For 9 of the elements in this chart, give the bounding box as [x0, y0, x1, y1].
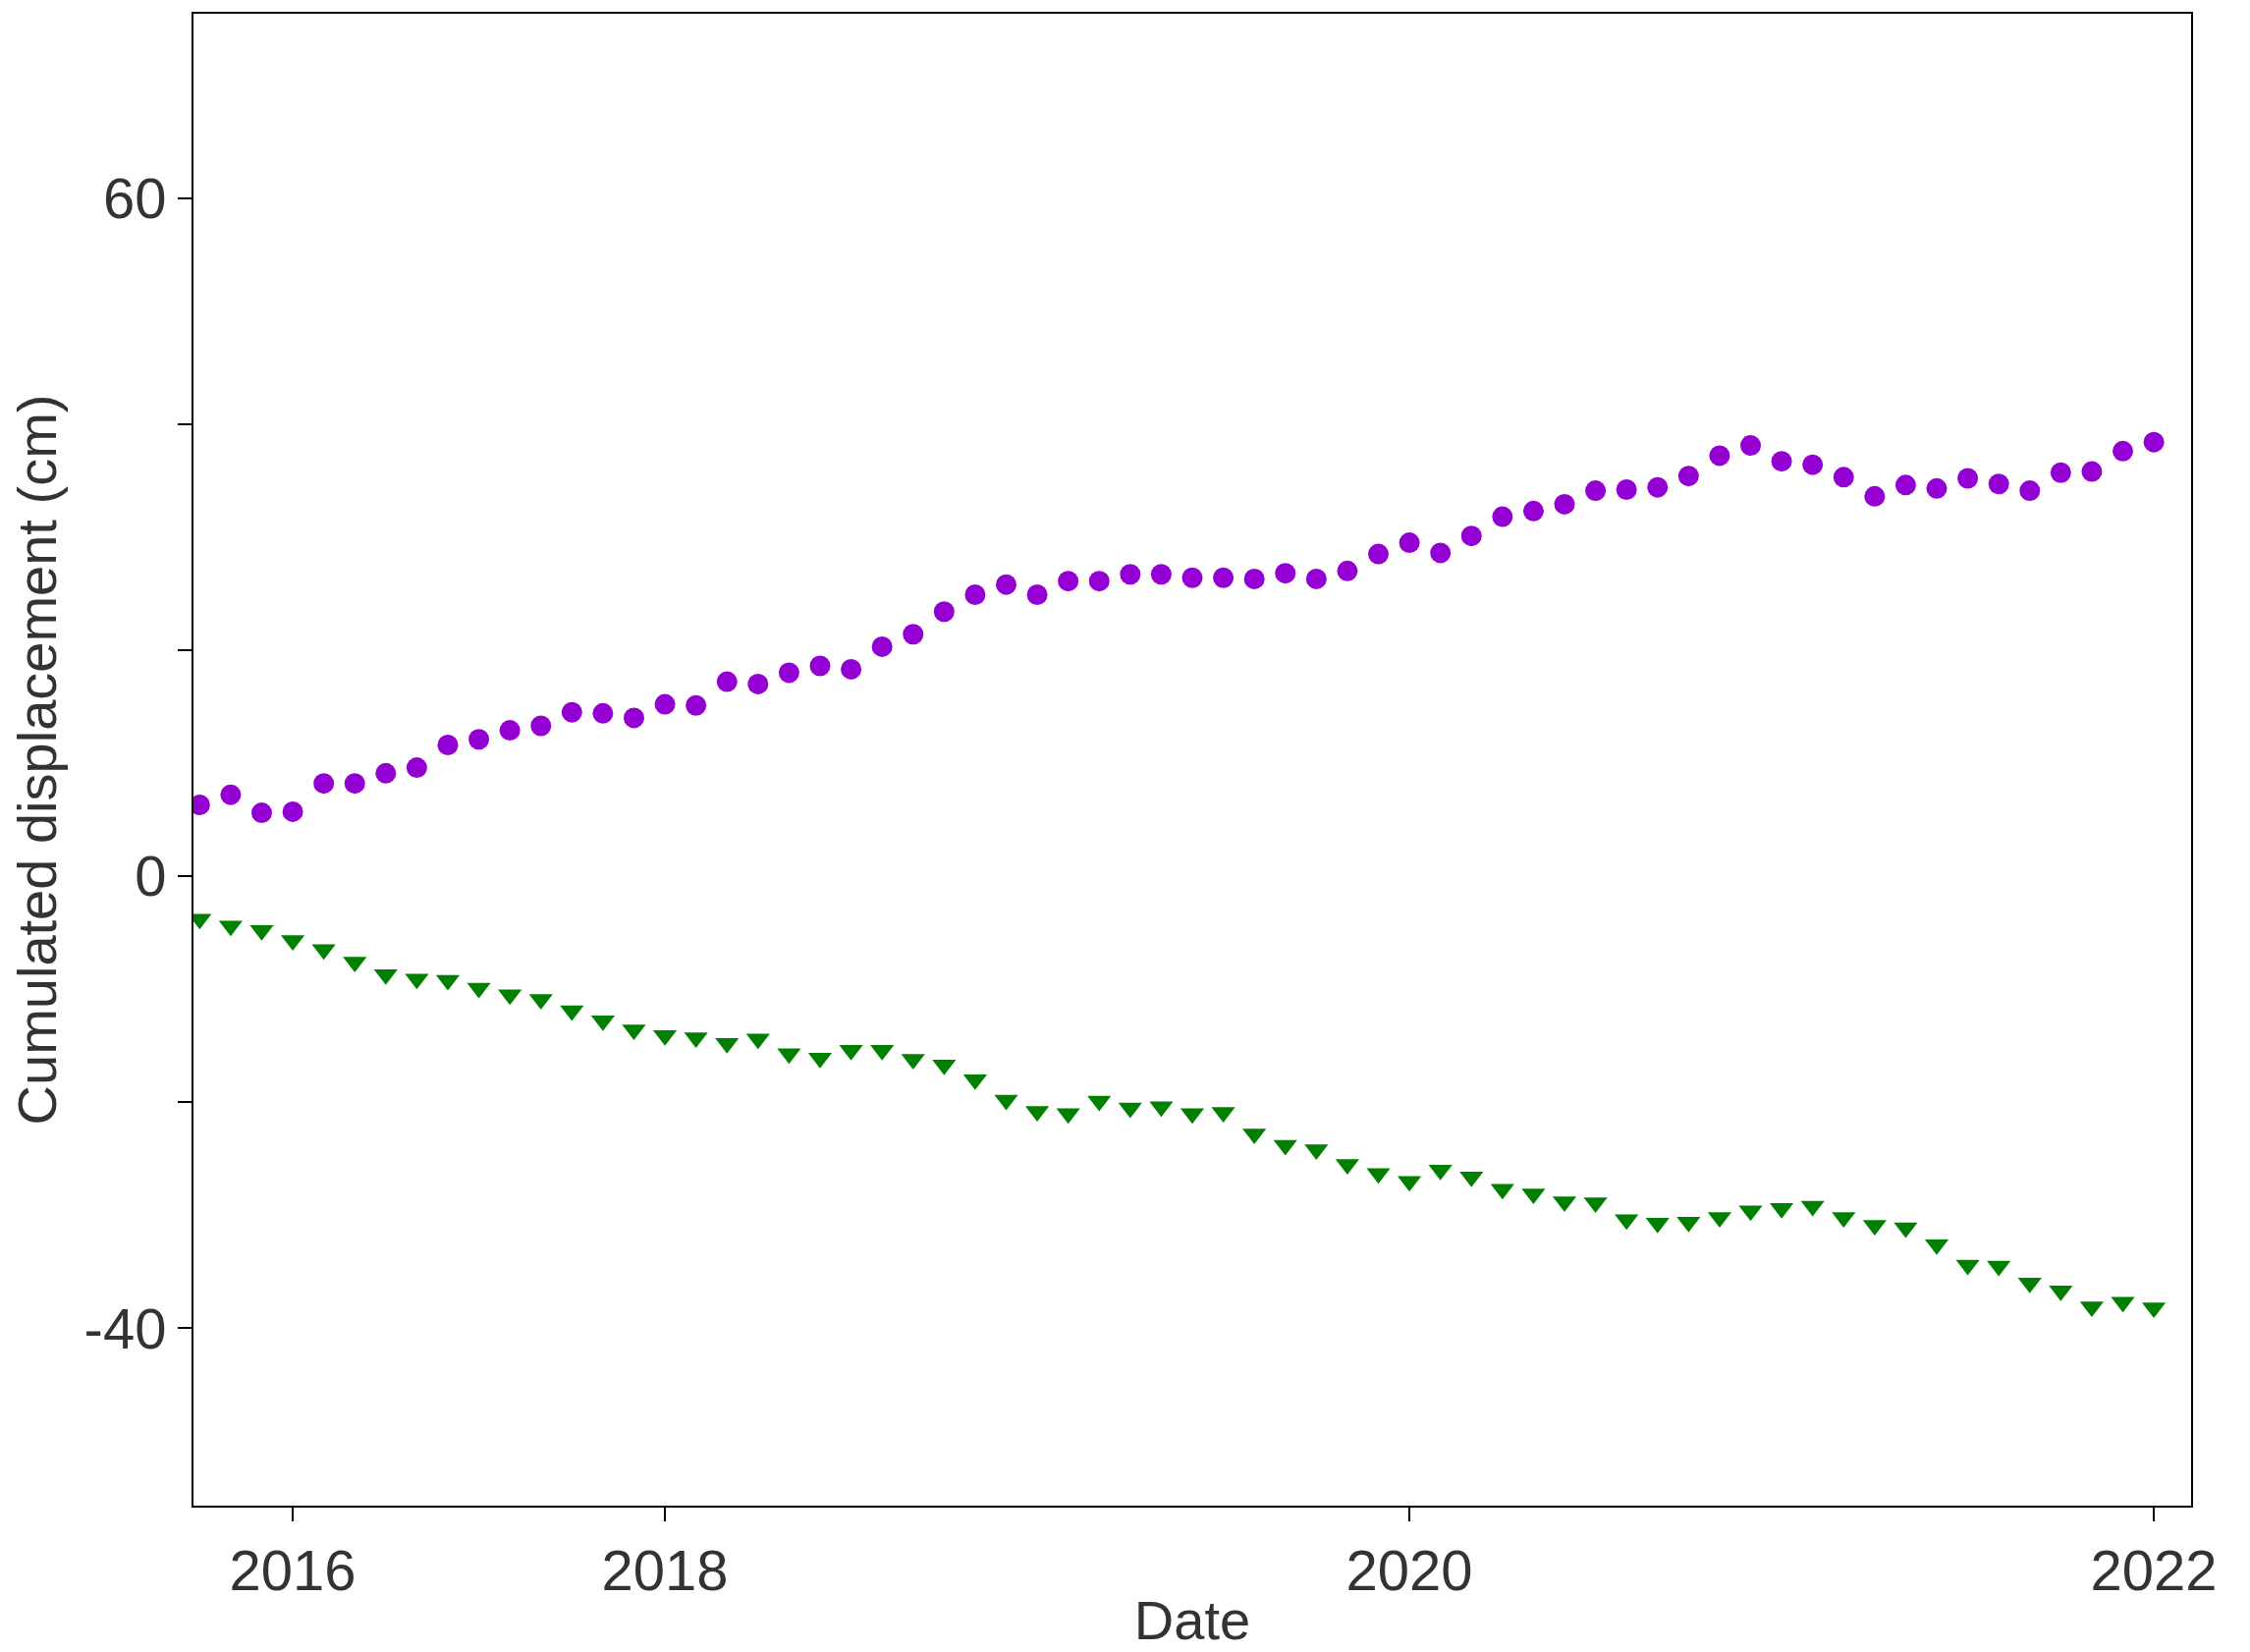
y-tick-label: 0 [135, 844, 167, 909]
y-tick-label: 60 [102, 165, 167, 230]
x-axis-title: Date [1133, 1588, 1251, 1651]
y-tick-label: -40 [83, 1295, 167, 1360]
x-tick-label: 2016 [229, 1537, 357, 1602]
y-axis-title: Cumulated displacement (cm) [5, 394, 68, 1126]
x-tick-label: 2022 [2090, 1537, 2218, 1602]
x-tick-label: 2018 [601, 1537, 729, 1602]
x-tick-label: 2020 [1345, 1537, 1473, 1602]
